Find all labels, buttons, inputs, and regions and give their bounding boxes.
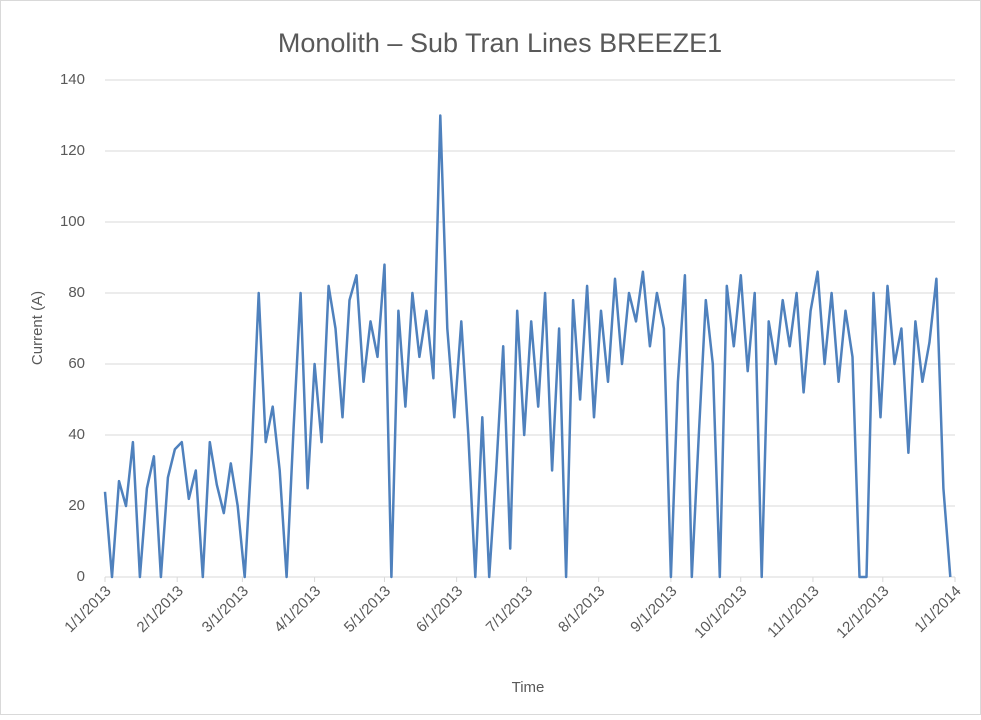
y-tick-label: 0: [77, 568, 85, 585]
y-tick-label: 140: [60, 71, 85, 88]
y-tick-label: 120: [60, 142, 85, 159]
data-line: [103, 114, 952, 579]
y-tick-label: 60: [68, 355, 85, 372]
y-tick-label: 100: [60, 213, 85, 230]
chart-title: Monolith – Sub Tran Lines BREEZE1: [278, 28, 722, 58]
x-axis-label: Time: [512, 679, 545, 696]
y-tick-label: 20: [68, 497, 85, 514]
y-axis-label: Current (A): [29, 291, 46, 365]
y-tick-label: 40: [68, 426, 85, 443]
y-tick-label: 80: [68, 284, 85, 301]
